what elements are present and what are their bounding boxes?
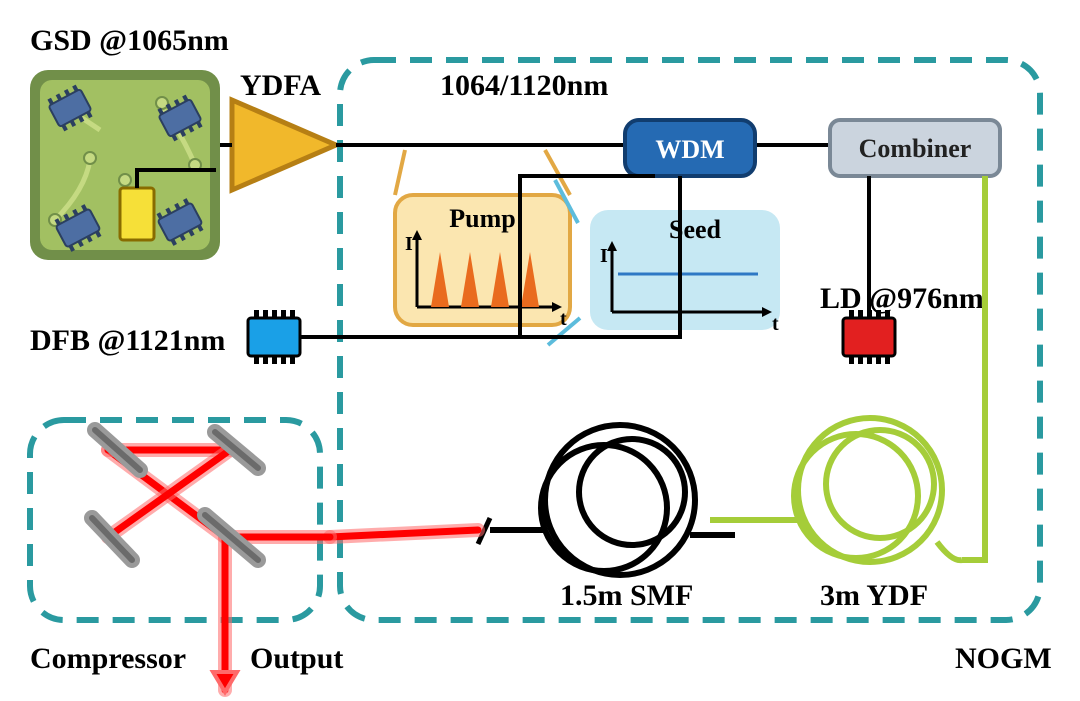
gsd-laser-chip bbox=[120, 188, 154, 240]
compressor-label: Compressor bbox=[30, 642, 186, 675]
ld-chip bbox=[843, 318, 895, 356]
ydf-coil bbox=[794, 418, 962, 562]
output-arrow bbox=[213, 672, 237, 692]
smf-label: 1.5m SMF bbox=[560, 579, 693, 612]
output-label: Output bbox=[250, 642, 343, 675]
gsd-label: GSD @1065nm bbox=[30, 24, 229, 57]
nogm-label: NOGM bbox=[955, 642, 1052, 675]
wdm-text: WDM bbox=[655, 135, 724, 164]
pump-label: Pump bbox=[449, 204, 515, 233]
seed-axis-t: t bbox=[772, 313, 779, 335]
smf-coil bbox=[478, 425, 735, 575]
ydf-label: 3m YDF bbox=[820, 579, 928, 612]
dfb-label: DFB @1121nm bbox=[30, 324, 225, 357]
ydfa-label: YDFA bbox=[240, 69, 321, 102]
ydfa-amplifier bbox=[232, 100, 336, 190]
wdm-top-label: 1064/1120nm bbox=[440, 69, 608, 102]
ld-label: LD @976nm bbox=[820, 282, 984, 315]
pump-axis-i: I bbox=[405, 233, 413, 255]
combiner-to-ydf bbox=[962, 176, 985, 560]
pump-axis-t: t bbox=[560, 308, 567, 330]
dfb-chip bbox=[248, 318, 300, 356]
combiner-text: Combiner bbox=[859, 134, 972, 163]
seed-label: Seed bbox=[669, 215, 722, 244]
diagram-canvas: GSD @1065nm YDFA WDM 1064/1120nm Combiner Pum… bbox=[0, 0, 1080, 701]
seed-axis-i: I bbox=[600, 245, 608, 267]
